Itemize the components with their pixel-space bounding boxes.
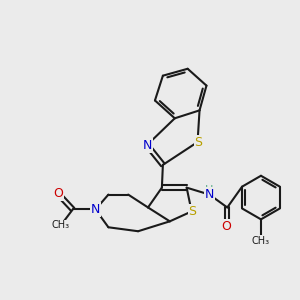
Text: O: O [221,220,231,233]
Text: N: N [91,203,100,216]
Text: CH₃: CH₃ [52,220,70,230]
Text: S: S [194,136,202,148]
Text: N: N [205,188,214,201]
Text: N: N [142,139,152,152]
Text: CH₃: CH₃ [252,236,270,246]
Text: O: O [53,187,63,200]
Text: H: H [205,184,214,195]
Text: S: S [189,205,196,218]
